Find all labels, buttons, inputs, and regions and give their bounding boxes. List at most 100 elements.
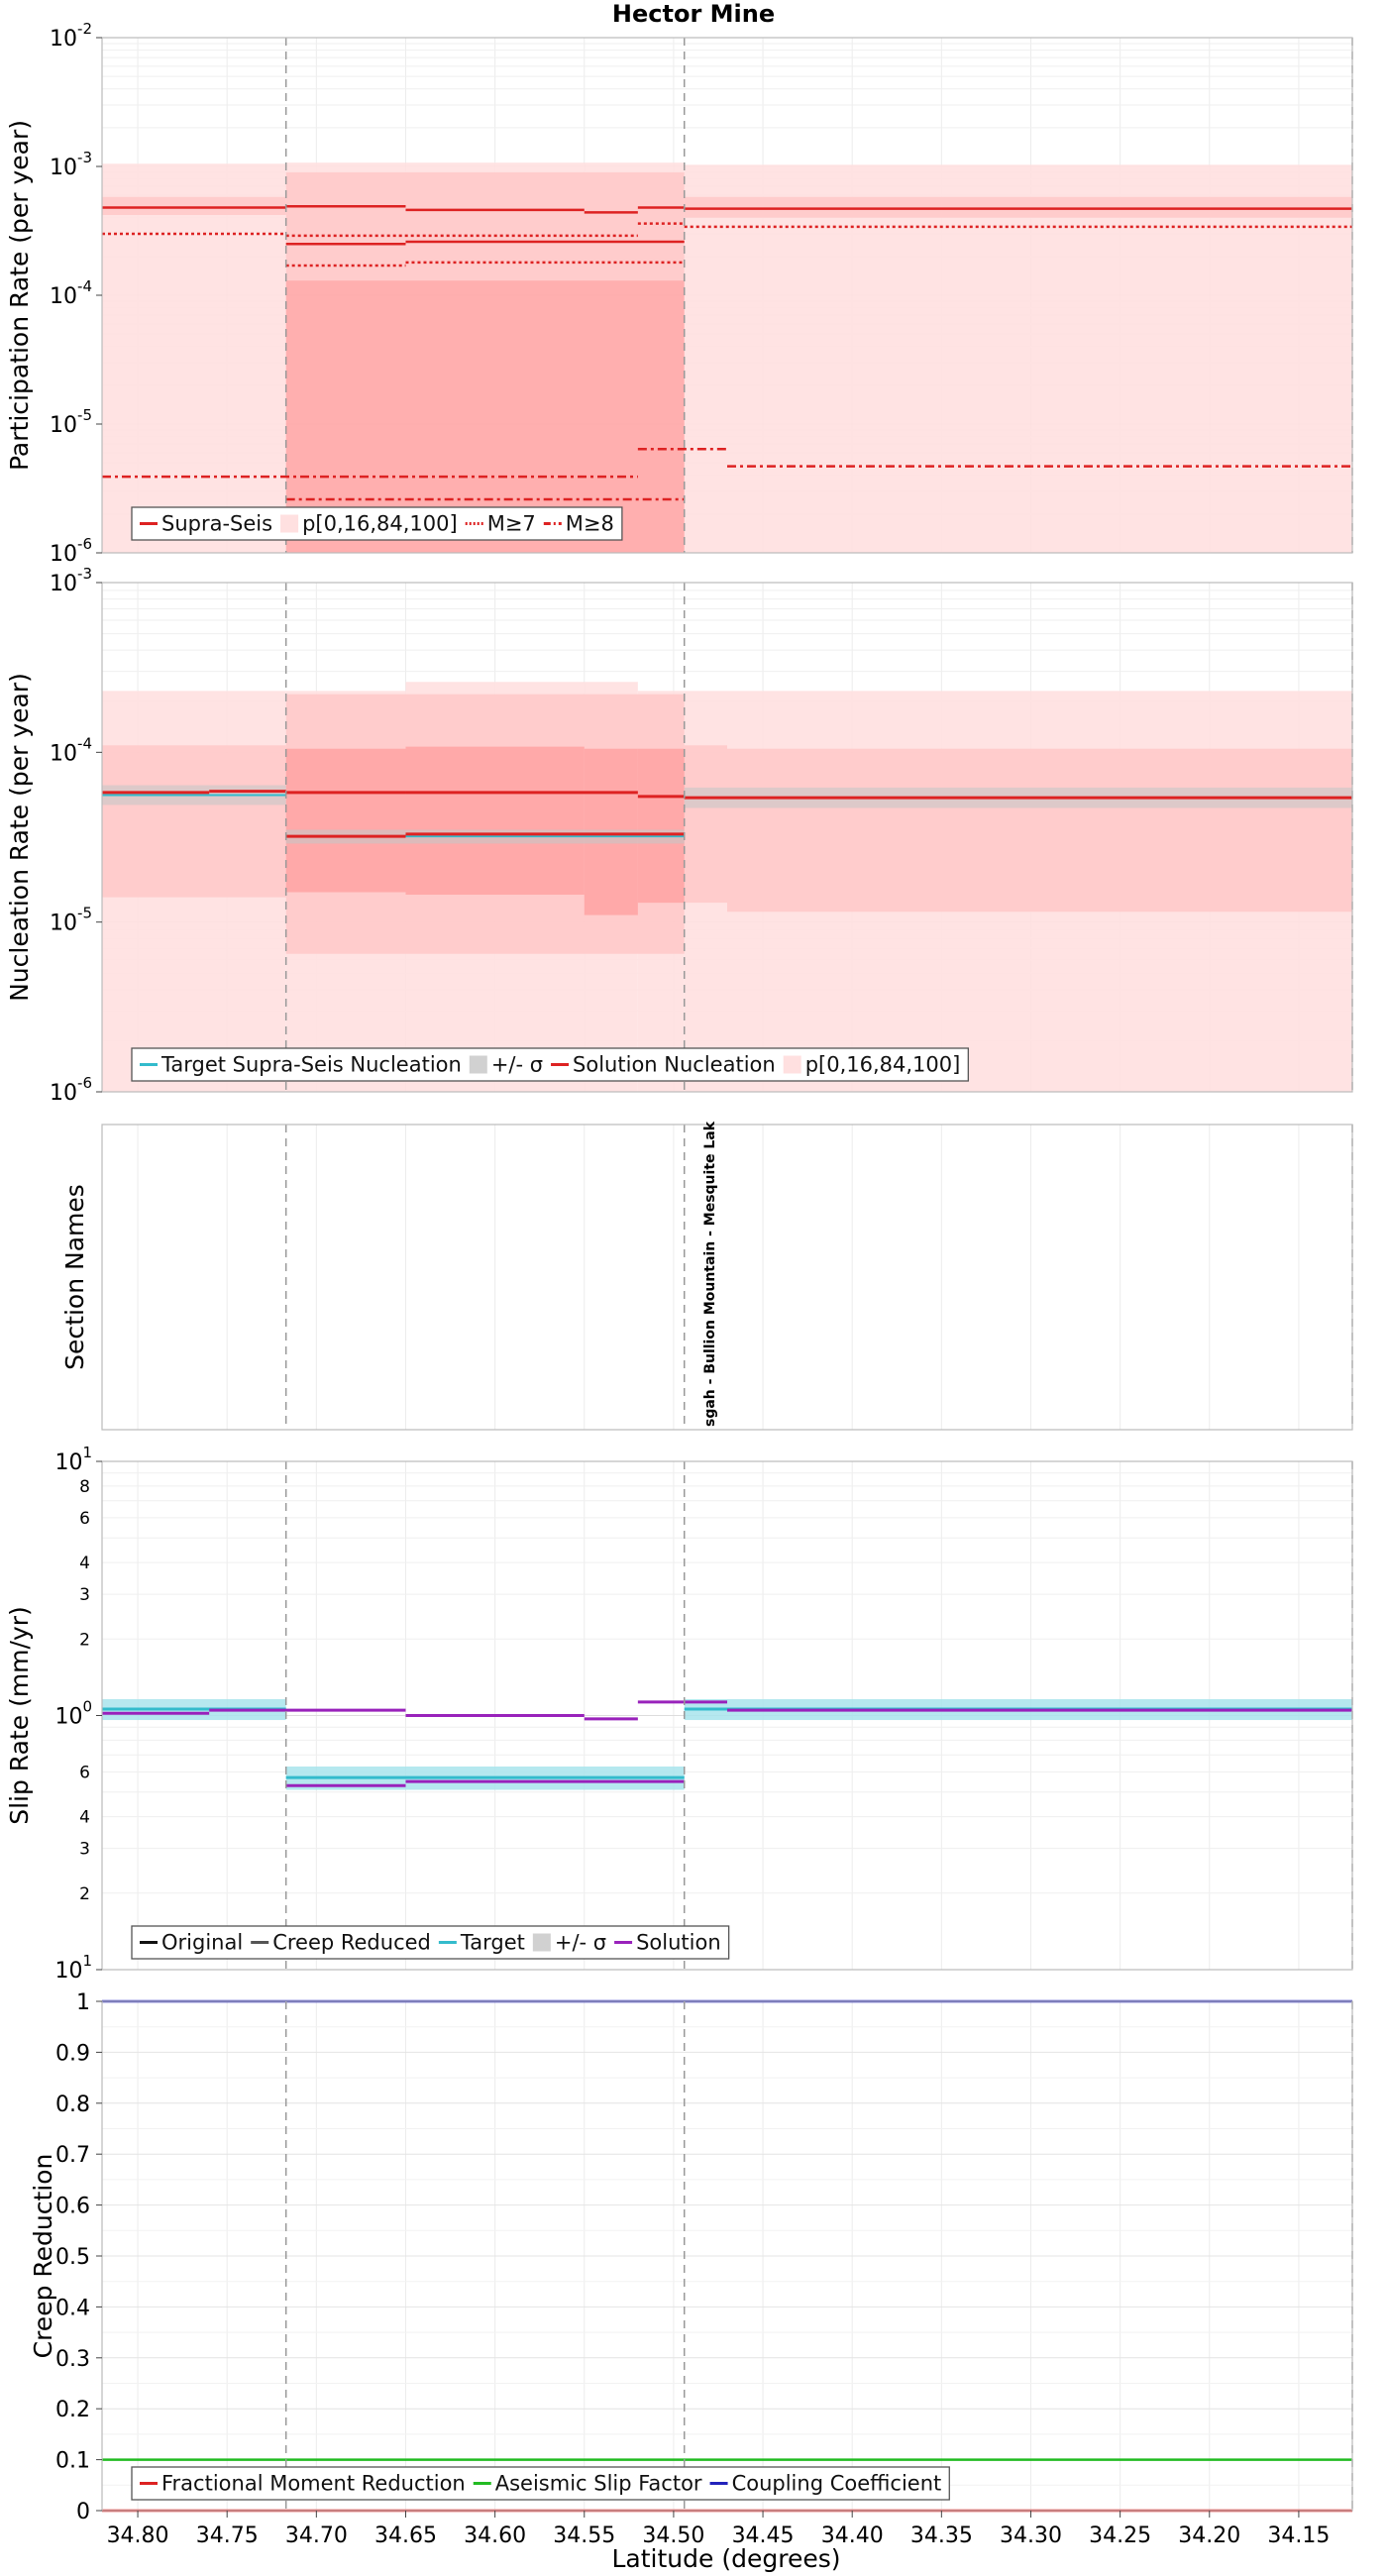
legend-swatch xyxy=(469,1055,487,1074)
y-tick-label: 0.1 xyxy=(55,2449,90,2474)
percentile-band xyxy=(684,745,727,904)
legend-label: p[0,16,84,100] xyxy=(805,1053,961,1077)
y-tick-base: 10 xyxy=(54,1705,82,1730)
y-tick-label: 0.8 xyxy=(55,2093,90,2117)
y-tick-label: 10-5 xyxy=(50,905,92,936)
y-tick-base: 10 xyxy=(50,413,77,438)
y-tick-base: 10 xyxy=(50,284,77,309)
y-tick-label: 0 xyxy=(76,2500,90,2524)
x-axis-label: Latitude (degrees) xyxy=(612,2544,841,2573)
legend-swatch xyxy=(783,1055,801,1074)
legend-label: Target Supra-Seis Nucleation xyxy=(160,1053,462,1077)
creep-reduction-panel: 0 0.1 0.2 0.3 0.4 0.5 0.6 0.7 0.8 0.9 1 Creep Reduc… xyxy=(29,1990,1353,2524)
y-tick-exponent: -6 xyxy=(77,1074,92,1092)
legend-label: Aseismic Slip Factor xyxy=(495,2472,702,2496)
y-tick-exponent: -3 xyxy=(77,149,92,166)
percentile-band xyxy=(285,748,406,893)
legend-label: Target xyxy=(460,1931,525,1955)
y-minor-tick-label: 6 xyxy=(79,1509,90,1529)
x-tick-label: 34.70 xyxy=(285,2523,348,2548)
y-tick-exponent: 1 xyxy=(82,1952,92,1970)
legend-label: M≥8 xyxy=(566,512,614,536)
legend-label: M≥7 xyxy=(487,512,536,536)
x-tick-label: 34.60 xyxy=(464,2523,526,2548)
percentile-band xyxy=(684,196,1352,218)
legend-label: +/- σ xyxy=(491,1053,543,1077)
y-minor-tick-label: 3 xyxy=(79,1585,90,1605)
plot-frame xyxy=(101,1124,1353,1431)
x-tick-label: 34.30 xyxy=(1000,2523,1062,2548)
percentile-band xyxy=(405,746,585,896)
y-axis-label: Participation Rate (per year) xyxy=(5,120,34,471)
y-tick-base: 10 xyxy=(50,741,77,766)
y-tick-label: 10-4 xyxy=(50,734,92,766)
y-tick-exponent: -5 xyxy=(77,905,92,922)
y-tick-label: 100 xyxy=(54,1698,92,1730)
y-tick-base: 10 xyxy=(50,542,77,567)
y-minor-tick-label: 3 xyxy=(79,1840,90,1860)
y-axis-label: Slip Rate (mm/yr) xyxy=(5,1606,34,1825)
legend-label: Solution xyxy=(636,1931,721,1955)
percentile-band xyxy=(102,196,286,215)
x-tick-label: 34.35 xyxy=(910,2523,973,2548)
y-tick-exponent: -4 xyxy=(77,277,92,295)
legend-swatch xyxy=(280,514,299,533)
x-tick-label: 34.45 xyxy=(732,2523,795,2548)
legend-box xyxy=(131,506,623,541)
y-minor-tick-label: 2 xyxy=(79,1884,90,1904)
y-tick-label: 101 xyxy=(54,1952,92,1984)
y-tick-label: 10-3 xyxy=(50,149,92,180)
y-tick-label: 10-4 xyxy=(50,277,92,309)
x-tick-label: 34.20 xyxy=(1178,2523,1240,2548)
y-tick-exponent: -6 xyxy=(77,535,92,553)
legend-label: p[0,16,84,100] xyxy=(302,512,458,536)
y-tick-base: 10 xyxy=(54,1450,82,1475)
y-minor-tick-label: 6 xyxy=(79,1763,90,1782)
y-tick-exponent: 0 xyxy=(82,1698,92,1716)
y-minor-tick-label: 4 xyxy=(79,1554,90,1573)
y-axis-label: Nucleation Rate (per year) xyxy=(5,673,34,1002)
percentile-band xyxy=(637,748,685,904)
legend-label: Solution Nucleation xyxy=(573,1053,776,1077)
figure-title: Hector Mine xyxy=(612,0,775,28)
y-tick-exponent: 1 xyxy=(82,1444,92,1461)
y-minor-tick-label: 2 xyxy=(79,1630,90,1650)
y-tick-exponent: -2 xyxy=(77,20,92,38)
x-tick-label: 34.40 xyxy=(821,2523,884,2548)
legend-label: +/- σ xyxy=(555,1931,606,1955)
y-tick-label: 1 xyxy=(76,1990,90,2015)
y-tick-label: 101 xyxy=(54,1444,92,1475)
x-tick-label: 34.50 xyxy=(642,2523,704,2548)
y-tick-base: 10 xyxy=(50,912,77,936)
x-tick-label: 34.75 xyxy=(196,2523,259,2548)
y-tick-base: 10 xyxy=(50,572,77,596)
y-tick-label: 10-5 xyxy=(50,406,92,438)
section-names-panel: sgah - Bullion Mountain - Mesquite Lak Se… xyxy=(60,1121,1353,1431)
x-axis: 34.80 34.75 34.70 34.65 34.60 34.55 34.50 34.45… xyxy=(107,2511,1330,2548)
legend-label: Coupling Coefficient xyxy=(732,2472,942,2496)
y-tick-exponent: -3 xyxy=(77,565,92,583)
y-minor-tick-label: 8 xyxy=(79,1477,90,1497)
legend-box xyxy=(131,1047,969,1082)
x-tick-label: 34.80 xyxy=(107,2523,169,2548)
x-tick-label: 34.15 xyxy=(1267,2523,1330,2548)
y-tick-label: 0.6 xyxy=(55,2195,90,2219)
x-tick-label: 34.65 xyxy=(374,2523,437,2548)
y-tick-base: 10 xyxy=(50,27,77,52)
y-tick-label: 10-6 xyxy=(50,535,92,567)
y-minor-tick-label: 4 xyxy=(79,1808,90,1828)
y-tick-label: 0.2 xyxy=(55,2398,90,2422)
y-tick-base: 10 xyxy=(54,1959,82,1984)
x-tick-label: 34.25 xyxy=(1089,2523,1151,2548)
y-tick-label: 10-3 xyxy=(50,565,92,596)
y-tick-exponent: -4 xyxy=(77,734,92,752)
y-tick-exponent: -5 xyxy=(77,406,92,424)
y-axis-label: Creep Reduction xyxy=(29,2154,57,2359)
legend-label: Creep Reduced xyxy=(272,1931,431,1955)
y-tick-label: 0.7 xyxy=(55,2143,90,2168)
percentile-band xyxy=(102,745,286,898)
y-tick-label: 0.3 xyxy=(55,2347,90,2372)
percentile-band xyxy=(102,163,286,553)
